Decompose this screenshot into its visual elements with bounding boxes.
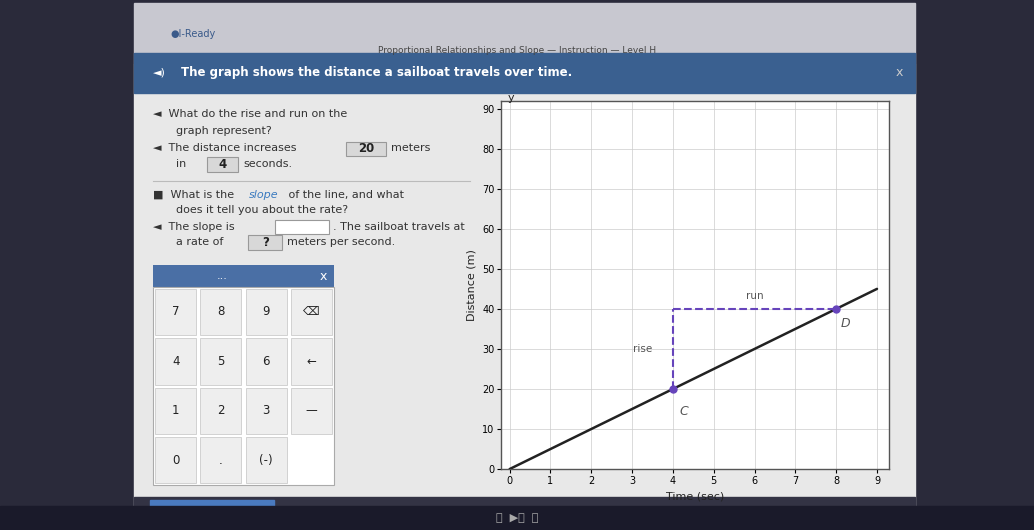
Bar bbox=[246, 388, 286, 434]
Y-axis label: Distance (m): Distance (m) bbox=[466, 249, 477, 321]
Text: 0: 0 bbox=[172, 454, 179, 467]
Text: C: C bbox=[679, 405, 688, 418]
Text: ◄  The distance increases: ◄ The distance increases bbox=[153, 144, 297, 153]
Text: 4: 4 bbox=[218, 158, 226, 171]
Bar bbox=[0, 506, 1034, 530]
Bar bbox=[291, 289, 332, 335]
Text: ⏮  ▶⎯  ⏸: ⏮ ▶⎯ ⏸ bbox=[496, 514, 538, 523]
Bar bbox=[134, 3, 915, 64]
Bar bbox=[134, 497, 915, 511]
Text: in: in bbox=[176, 160, 186, 169]
Text: 6: 6 bbox=[263, 355, 270, 368]
X-axis label: Time (sec): Time (sec) bbox=[666, 491, 725, 501]
Text: ⌫: ⌫ bbox=[303, 305, 320, 319]
Text: seconds.: seconds. bbox=[243, 160, 293, 169]
Text: meters per second.: meters per second. bbox=[287, 237, 396, 247]
Text: rise: rise bbox=[633, 344, 652, 354]
Bar bbox=[275, 220, 329, 234]
Text: graph represent?: graph represent? bbox=[176, 126, 272, 136]
Text: run: run bbox=[746, 291, 763, 301]
Text: 20: 20 bbox=[358, 142, 374, 155]
Text: 2: 2 bbox=[217, 404, 224, 417]
Text: 4: 4 bbox=[172, 355, 180, 368]
Text: .: . bbox=[219, 454, 222, 467]
Text: The graph shows the distance a sailboat travels over time.: The graph shows the distance a sailboat … bbox=[181, 66, 572, 80]
Bar bbox=[153, 287, 334, 485]
Text: y: y bbox=[508, 93, 514, 103]
Text: ...: ... bbox=[216, 271, 227, 281]
Bar bbox=[246, 437, 286, 483]
Bar bbox=[246, 289, 286, 335]
Text: 9: 9 bbox=[263, 305, 270, 319]
Bar bbox=[155, 437, 196, 483]
Bar bbox=[134, 53, 915, 93]
Bar bbox=[153, 265, 334, 287]
Bar bbox=[201, 437, 241, 483]
Text: . The sailboat travels at: . The sailboat travels at bbox=[333, 222, 464, 232]
Text: ◄  What do the rise and run on the: ◄ What do the rise and run on the bbox=[153, 109, 347, 119]
Text: 8: 8 bbox=[217, 305, 224, 319]
Text: ?: ? bbox=[263, 236, 269, 249]
Text: 5: 5 bbox=[217, 355, 224, 368]
Text: meters: meters bbox=[391, 144, 430, 153]
Bar bbox=[346, 142, 386, 156]
Text: a rate of: a rate of bbox=[176, 237, 223, 247]
Bar bbox=[248, 235, 282, 250]
Text: ←: ← bbox=[306, 355, 316, 368]
Text: D: D bbox=[841, 317, 851, 330]
Bar bbox=[207, 157, 238, 172]
Text: ◄): ◄) bbox=[153, 68, 165, 78]
Text: does it tell you about the rate?: does it tell you about the rate? bbox=[176, 205, 347, 215]
Bar bbox=[155, 338, 196, 385]
Text: 7: 7 bbox=[172, 305, 180, 319]
Bar bbox=[155, 289, 196, 335]
Bar bbox=[201, 338, 241, 385]
Text: ◄  The slope is: ◄ The slope is bbox=[153, 222, 235, 232]
Bar bbox=[150, 500, 274, 509]
Bar bbox=[246, 338, 286, 385]
Text: 3: 3 bbox=[263, 404, 270, 417]
Text: Proportional Relationships and Slope — Instruction — Level H: Proportional Relationships and Slope — I… bbox=[378, 46, 656, 55]
Bar bbox=[201, 289, 241, 335]
Text: x: x bbox=[320, 270, 328, 282]
Text: —: — bbox=[305, 404, 317, 417]
Bar bbox=[291, 388, 332, 434]
Text: of the line, and what: of the line, and what bbox=[285, 190, 404, 200]
Bar bbox=[201, 388, 241, 434]
Text: ●I-Ready: ●I-Ready bbox=[171, 30, 216, 39]
Text: (-): (-) bbox=[260, 454, 273, 467]
Text: ■  What is the: ■ What is the bbox=[153, 190, 238, 200]
Bar bbox=[291, 338, 332, 385]
Bar bbox=[134, 64, 915, 511]
Text: x: x bbox=[895, 66, 904, 80]
Text: 1: 1 bbox=[172, 404, 180, 417]
Bar bbox=[155, 388, 196, 434]
Text: slope: slope bbox=[249, 190, 279, 200]
